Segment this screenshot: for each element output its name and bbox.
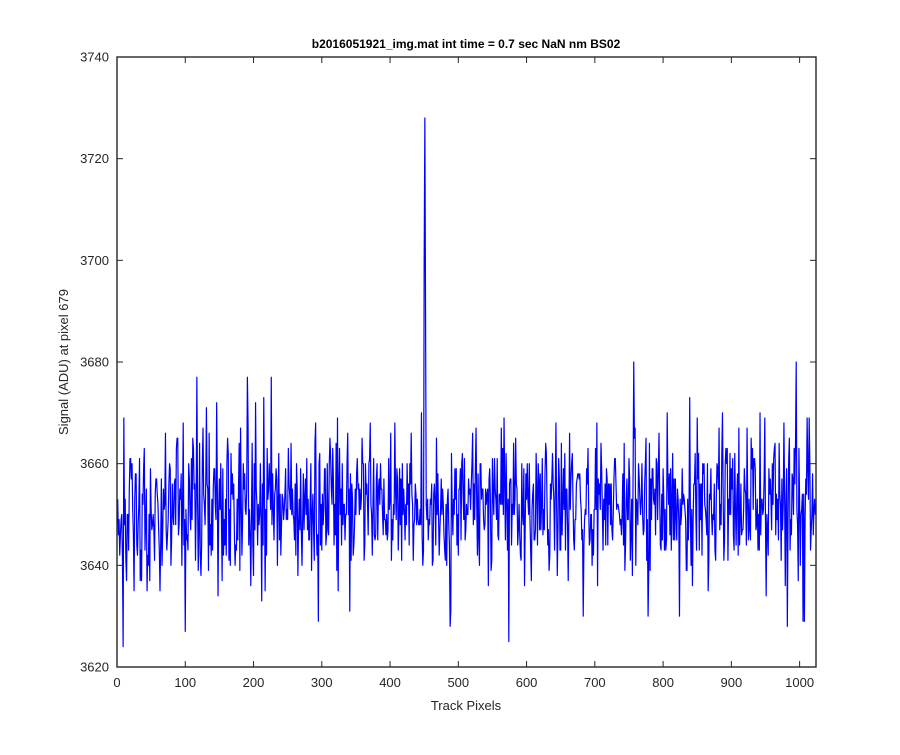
plot-area: 0 100 200 300 400 500 600 700 800 900 1000 3620 3640…	[80, 50, 817, 690]
y-tick-label: 3620	[80, 660, 109, 675]
axes-background	[117, 57, 816, 667]
x-tick-label: 1000	[785, 675, 814, 690]
x-tick-label: 800	[652, 675, 674, 690]
chart-title: b2016051921_img.mat int time = 0.7 sec N…	[312, 37, 621, 51]
y-axis-label: Signal (ADU) at pixel 679	[56, 289, 71, 435]
x-tick-label: 100	[174, 675, 196, 690]
x-tick-label: 200	[243, 675, 265, 690]
y-tick-label: 3660	[80, 456, 109, 471]
x-tick-label: 500	[447, 675, 469, 690]
x-tick-label: 0	[113, 675, 120, 690]
y-tick-label: 3700	[80, 253, 109, 268]
x-axis-label: Track Pixels	[431, 698, 502, 713]
x-tick-label: 300	[311, 675, 333, 690]
signal-series-line	[117, 117, 817, 648]
tick-layer: 0 100 200 300 400 500 600 700 800 900 1000 3620 3640…	[80, 50, 816, 690]
series-layer	[117, 117, 817, 648]
y-tick-label: 3680	[80, 355, 109, 370]
y-tick-label: 3740	[80, 50, 109, 65]
x-tick-label: 900	[721, 675, 743, 690]
x-tick-label: 400	[379, 675, 401, 690]
y-tick-label: 3640	[80, 558, 109, 573]
x-tick-label: 600	[516, 675, 538, 690]
x-tick-label: 700	[584, 675, 606, 690]
y-tick-label: 3720	[80, 151, 109, 166]
